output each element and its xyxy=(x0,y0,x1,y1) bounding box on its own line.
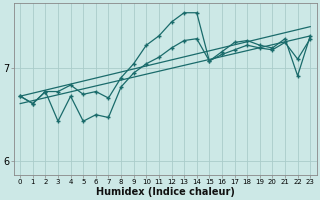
X-axis label: Humidex (Indice chaleur): Humidex (Indice chaleur) xyxy=(96,187,235,197)
